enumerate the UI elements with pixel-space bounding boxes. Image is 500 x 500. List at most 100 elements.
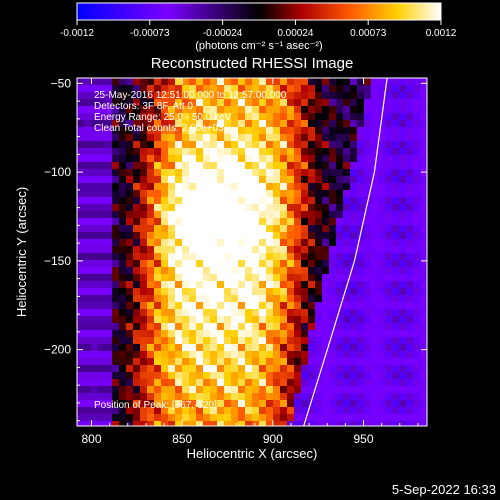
heatmap-cell — [238, 344, 246, 352]
heatmap-cell — [294, 309, 302, 317]
heatmap-cell — [294, 183, 302, 191]
colorbar-unit-label: (photons cm⁻² s⁻¹ asec⁻²) — [195, 40, 322, 52]
heatmap-cell — [357, 218, 365, 226]
heatmap-cell — [301, 365, 309, 373]
heatmap-cell — [385, 379, 393, 387]
heatmap-cell — [315, 78, 323, 86]
heatmap-cell — [273, 211, 281, 219]
heatmap-cell — [336, 281, 344, 289]
heatmap-cell — [294, 218, 302, 226]
heatmap-cell — [126, 190, 134, 198]
heatmap-cell — [378, 190, 386, 198]
heatmap-cell — [112, 414, 120, 422]
heatmap-cell — [343, 176, 351, 184]
heatmap-cell — [112, 309, 120, 317]
heatmap-cell — [350, 176, 358, 184]
heatmap-cell — [273, 232, 281, 240]
heatmap-cell — [385, 400, 393, 408]
heatmap-cell — [336, 92, 344, 100]
heatmap-cell — [133, 288, 141, 296]
heatmap-cell — [238, 302, 246, 310]
heatmap-cell — [245, 169, 253, 177]
heatmap-cell — [350, 274, 358, 282]
heatmap-cell — [420, 351, 427, 359]
heatmap-cell — [343, 274, 351, 282]
heatmap-cell — [322, 267, 330, 275]
heatmap-cell — [343, 148, 351, 156]
heatmap-cell — [182, 239, 190, 247]
heatmap-cell — [133, 253, 141, 261]
heatmap-cell — [294, 190, 302, 198]
heatmap-cell — [217, 141, 225, 149]
heatmap-cell — [140, 134, 148, 142]
heatmap-cell — [98, 365, 106, 373]
heatmap-cell — [259, 330, 267, 338]
heatmap-cell — [308, 386, 316, 394]
heatmap-cell — [238, 78, 246, 86]
heatmap-cell — [147, 365, 155, 373]
heatmap-cell — [420, 176, 427, 184]
heatmap-cell — [182, 386, 190, 394]
heatmap-cell — [196, 274, 204, 282]
heatmap-cell — [231, 197, 239, 205]
heatmap-cell — [259, 218, 267, 226]
heatmap-cell — [224, 190, 232, 198]
heatmap-cell — [238, 134, 246, 142]
heatmap-cell — [273, 162, 281, 170]
heatmap-cell — [154, 246, 162, 254]
heatmap-cell — [231, 246, 239, 254]
heatmap-cell — [203, 92, 211, 100]
heatmap-cell — [399, 358, 407, 366]
heatmap-cell — [357, 141, 365, 149]
heatmap-cell — [420, 386, 427, 394]
heatmap-cell — [105, 190, 113, 198]
heatmap-cell — [385, 316, 393, 324]
heatmap-cell — [91, 358, 99, 366]
heatmap-cell — [112, 323, 120, 331]
heatmap-cell — [210, 218, 218, 226]
heatmap-cell — [182, 218, 190, 226]
heatmap-cell — [315, 330, 323, 338]
heatmap-cell — [154, 358, 162, 366]
heatmap-cell — [406, 148, 414, 156]
heatmap-cell — [168, 281, 176, 289]
heatmap-cell — [280, 134, 288, 142]
heatmap-cell — [91, 169, 99, 177]
heatmap-cell — [413, 204, 421, 212]
heatmap-cell — [203, 253, 211, 261]
heatmap-cell — [175, 148, 183, 156]
heatmap-cell — [245, 316, 253, 324]
heatmap-cell — [301, 386, 309, 394]
heatmap-cell — [392, 337, 400, 345]
heatmap-cell — [413, 414, 421, 422]
heatmap-cell — [140, 351, 148, 359]
heatmap-cell — [301, 239, 309, 247]
heatmap-cell — [245, 197, 253, 205]
heatmap-cell — [84, 260, 92, 268]
heatmap-cell — [378, 218, 386, 226]
heatmap-cell — [315, 232, 323, 240]
heatmap-cell — [343, 344, 351, 352]
heatmap-cell — [301, 92, 309, 100]
heatmap-cell — [168, 421, 176, 426]
plot-frame — [76, 77, 428, 427]
heatmap-cell — [238, 141, 246, 149]
heatmap-cell — [301, 232, 309, 240]
heatmap-cell — [161, 162, 169, 170]
x-tick-label: 950 — [354, 432, 374, 446]
heatmap-cell — [175, 421, 183, 426]
heatmap-cell — [98, 407, 106, 415]
heatmap-cell — [406, 407, 414, 415]
heatmap-cell — [322, 92, 330, 100]
heatmap-cell — [294, 400, 302, 408]
heatmap-cell — [329, 337, 337, 345]
heatmap-cell — [259, 246, 267, 254]
heatmap-cell — [364, 106, 372, 114]
heatmap-cell — [238, 232, 246, 240]
heatmap-cell — [196, 120, 204, 128]
heatmap-cell — [357, 295, 365, 303]
heatmap-cell — [392, 330, 400, 338]
heatmap-cell — [357, 176, 365, 184]
heatmap-cell — [175, 134, 183, 142]
heatmap-cell — [371, 274, 379, 282]
